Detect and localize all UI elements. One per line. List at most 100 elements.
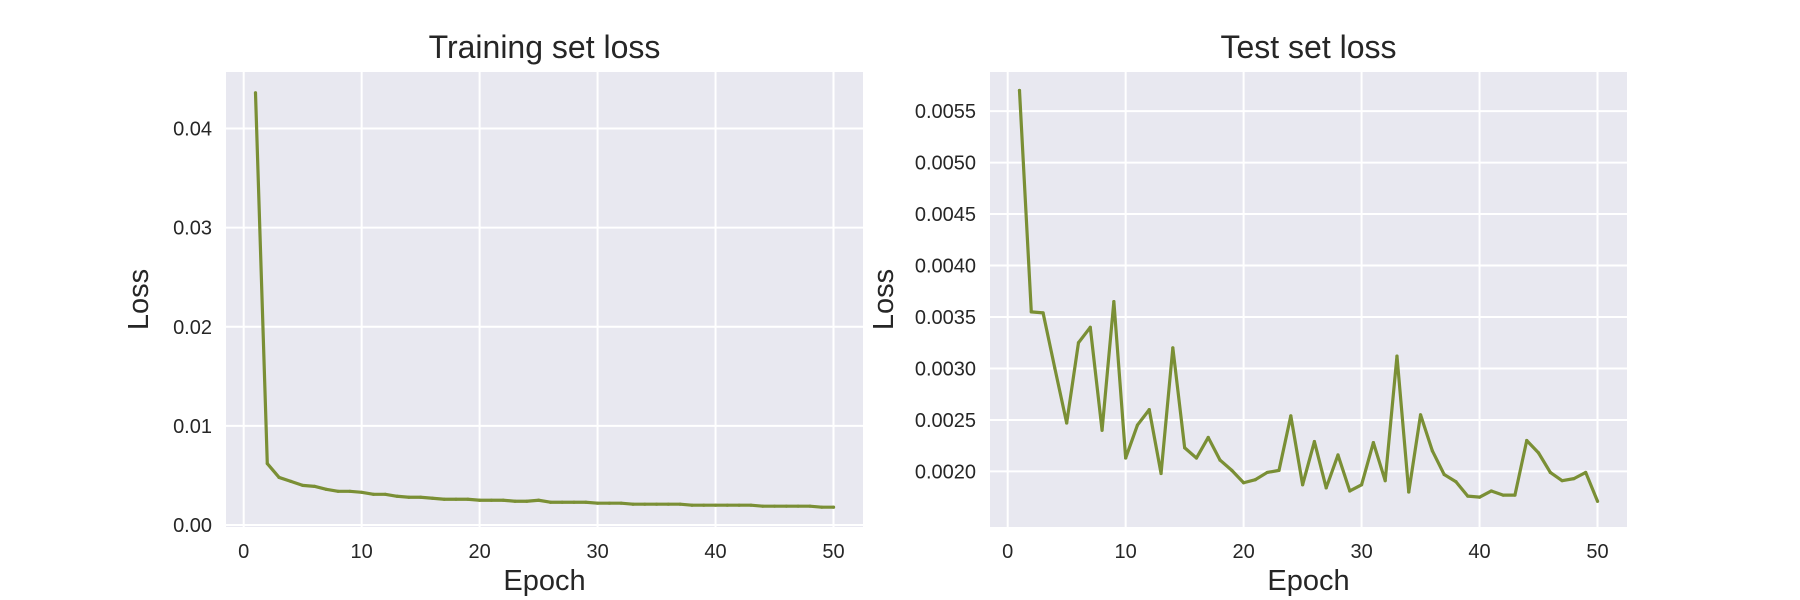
test-data-point bbox=[1218, 458, 1222, 462]
test-data-point bbox=[1183, 446, 1187, 450]
test-data-point bbox=[1289, 414, 1293, 418]
test-data-point bbox=[1265, 470, 1269, 475]
test-y-tick-label: 0.0045 bbox=[915, 204, 976, 226]
training-data-point bbox=[466, 497, 470, 501]
training-data-point bbox=[312, 484, 317, 488]
training-y-axis-label: Loss bbox=[123, 269, 155, 330]
training-data-point bbox=[560, 500, 564, 504]
test-data-point bbox=[1065, 421, 1069, 425]
test-data-point bbox=[1584, 470, 1588, 475]
training-data-point bbox=[478, 498, 482, 502]
test-data-point bbox=[1230, 468, 1234, 472]
training-data-point bbox=[548, 500, 553, 504]
training-data-point bbox=[277, 475, 281, 480]
test-ticks: 0 10 20 30 40 50 0.0020 0.0025 0.0030 0.0035 0.004… bbox=[915, 101, 1609, 563]
test-x-axis-label: Epoch bbox=[1267, 565, 1349, 597]
test-y-tick-label: 0.0020 bbox=[915, 461, 976, 483]
training-y-tick-label: 0.02 bbox=[173, 317, 212, 339]
test-x-tick-label: 50 bbox=[1586, 541, 1608, 563]
test-loss-chart: 0 10 20 30 40 50 0.0020 0.0025 0.0030 0.0035 0.004… bbox=[868, 29, 1627, 597]
training-data-point bbox=[537, 498, 541, 502]
training-data-point bbox=[772, 504, 777, 508]
training-y-tick-label: 0.00 bbox=[173, 515, 212, 537]
training-data-point bbox=[702, 503, 706, 507]
test-data-point bbox=[1489, 489, 1493, 493]
test-data-point bbox=[1371, 440, 1375, 445]
training-chart-title: Training set loss bbox=[429, 29, 661, 65]
test-data-point bbox=[1053, 366, 1057, 371]
test-data-point bbox=[1348, 489, 1352, 493]
test-data-point bbox=[1525, 438, 1529, 443]
training-loss-line bbox=[253, 91, 836, 509]
test-data-point bbox=[1513, 493, 1517, 497]
training-x-tick-label: 20 bbox=[468, 541, 490, 563]
training-data-point bbox=[666, 502, 670, 506]
test-x-tick-label: 20 bbox=[1232, 541, 1254, 563]
training-y-tick-label: 0.04 bbox=[173, 119, 212, 141]
training-x-tick-label: 30 bbox=[586, 541, 608, 563]
test-plot-area bbox=[990, 72, 1627, 527]
training-x-tick-label: 0 bbox=[238, 541, 249, 563]
training-data-point bbox=[808, 504, 812, 508]
training-grid bbox=[226, 72, 863, 527]
training-data-point bbox=[595, 501, 600, 505]
test-y-tick-label: 0.0030 bbox=[915, 358, 976, 380]
test-data-point bbox=[1430, 449, 1434, 453]
training-data-point bbox=[784, 504, 788, 508]
training-data-point bbox=[737, 503, 741, 507]
training-data-point bbox=[336, 489, 340, 493]
training-data-point bbox=[265, 461, 269, 466]
training-loss-points bbox=[253, 91, 836, 509]
test-y-tick-label: 0.0050 bbox=[915, 153, 976, 175]
training-x-tick-label: 40 bbox=[704, 541, 726, 563]
test-data-point bbox=[1536, 451, 1541, 455]
test-data-point bbox=[1572, 477, 1576, 481]
training-data-point bbox=[513, 499, 517, 503]
training-data-point bbox=[253, 91, 258, 95]
training-y-tick-label: 0.01 bbox=[173, 416, 212, 438]
test-data-point bbox=[1466, 494, 1470, 498]
training-data-point bbox=[584, 500, 588, 504]
training-data-point bbox=[348, 489, 352, 493]
training-data-point bbox=[371, 492, 376, 496]
training-data-point bbox=[749, 503, 753, 507]
test-loss-line bbox=[1017, 88, 1600, 503]
test-data-point bbox=[1147, 408, 1151, 412]
test-data-point bbox=[1407, 490, 1411, 494]
training-data-point bbox=[430, 496, 435, 500]
training-data-point bbox=[713, 503, 718, 507]
test-grid bbox=[990, 72, 1627, 527]
test-data-point bbox=[1112, 299, 1116, 304]
training-x-tick-label: 50 bbox=[822, 541, 844, 563]
test-data-point bbox=[1171, 346, 1175, 350]
training-data-point bbox=[643, 502, 647, 506]
training-data-point bbox=[725, 503, 729, 507]
training-loss-chart: 0 10 20 30 40 50 0.00 0.01 0.02 0.03 0.04 Training… bbox=[123, 29, 863, 597]
test-data-point bbox=[1595, 499, 1600, 503]
training-data-point bbox=[654, 502, 659, 506]
test-data-point bbox=[1017, 88, 1022, 93]
training-y-tick-label: 0.03 bbox=[173, 218, 212, 240]
test-data-point bbox=[1242, 481, 1246, 485]
test-data-point bbox=[1135, 423, 1140, 427]
test-x-tick-label: 30 bbox=[1350, 541, 1372, 563]
test-y-tick-label: 0.0040 bbox=[915, 256, 976, 278]
test-data-point bbox=[1194, 456, 1199, 460]
test-y-tick-label: 0.0055 bbox=[915, 101, 976, 123]
training-data-point bbox=[761, 504, 765, 508]
training-data-point bbox=[383, 492, 387, 496]
test-data-point bbox=[1442, 472, 1446, 477]
test-data-point bbox=[1312, 439, 1316, 444]
test-data-point bbox=[1301, 483, 1305, 487]
test-data-point bbox=[1548, 470, 1552, 475]
training-data-point bbox=[690, 503, 694, 507]
test-data-point bbox=[1124, 456, 1128, 460]
training-data-point bbox=[607, 501, 611, 505]
test-data-point bbox=[1395, 354, 1399, 358]
training-data-point bbox=[678, 502, 682, 506]
training-data-point bbox=[489, 498, 494, 502]
training-data-point bbox=[324, 487, 328, 491]
test-data-point bbox=[1336, 453, 1340, 457]
test-data-point bbox=[1277, 468, 1281, 472]
